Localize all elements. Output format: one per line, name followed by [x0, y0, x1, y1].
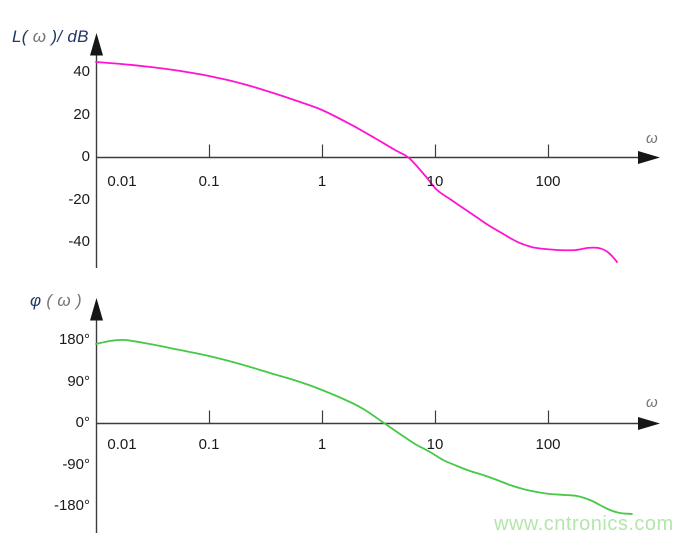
magnitude-x-tick-marks — [208, 144, 550, 158]
phase-y-axis-arrow-icon — [90, 298, 103, 321]
phase-curve — [95, 338, 633, 515]
magnitude-y-axis-arrow-icon — [90, 33, 103, 56]
magnitude-chart — [90, 33, 660, 268]
magnitude-curve — [95, 61, 618, 263]
phase-chart — [90, 298, 660, 533]
phase-x-tick-marks — [208, 410, 550, 424]
phase-x-axis-arrow-icon — [638, 417, 660, 430]
magnitude-x-axis-arrow-icon — [638, 151, 660, 164]
